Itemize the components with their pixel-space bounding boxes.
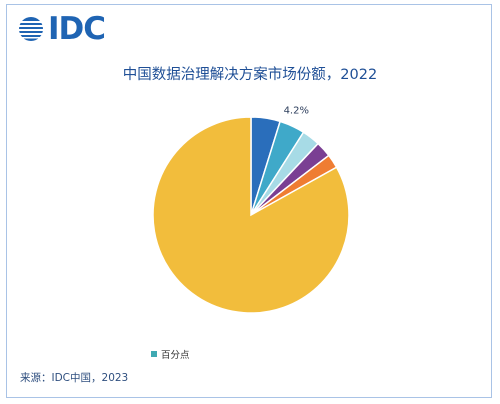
logo-text: IDC bbox=[48, 11, 106, 47]
idc-globe-icon bbox=[19, 17, 43, 41]
data-label-slice-2: 4.2% bbox=[284, 106, 309, 117]
idc-logo: IDC bbox=[18, 11, 106, 47]
legend-swatch bbox=[151, 351, 157, 357]
chart-title: 中国数据治理解决方案市场份额，2022 bbox=[122, 67, 378, 83]
legend: 百分点 bbox=[151, 347, 190, 361]
pie-slice-6 bbox=[152, 116, 350, 314]
source-note: 来源：IDC中国，2023 bbox=[20, 372, 129, 384]
legend-label: 百分点 bbox=[161, 350, 190, 361]
